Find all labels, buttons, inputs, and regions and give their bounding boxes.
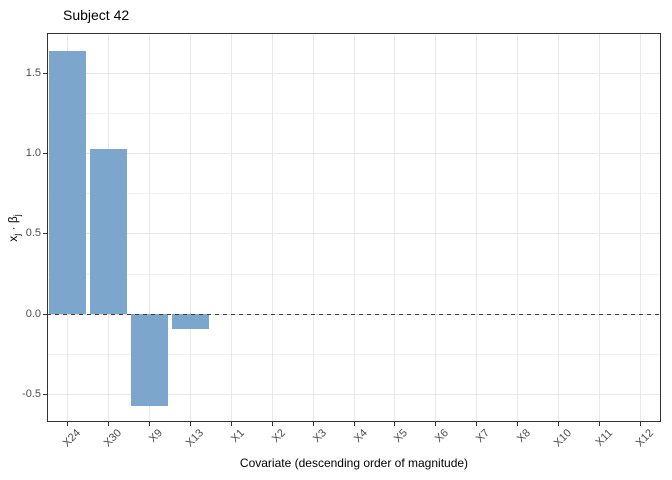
y-tick-label--0.5: -0.5 [22,388,41,401]
y-axis-title-sub2: j [12,213,23,216]
gridline-major [47,394,661,396]
y-tick-label-1.5: 1.5 [25,66,41,79]
y-tick-label-1.0: 1.0 [25,147,41,160]
gridline-category-X7 [476,33,478,422]
gridline-category-X11 [599,33,601,422]
panel-border [47,33,661,422]
x-tick-label-X9: X9 [146,427,165,446]
x-tick-label-X3: X3 [310,427,329,446]
x-tick-label-X4: X4 [351,427,370,446]
x-tick-label-X13: X13 [183,427,206,450]
x-tick-label-X8: X8 [515,427,534,446]
x-tick-mark [558,422,560,426]
gridline-major [47,72,661,74]
gridline-category-X9 [148,33,150,422]
y-tick-mark [43,72,47,74]
x-tick-mark [476,422,478,426]
bar-X30 [90,148,127,315]
gridline-minor [47,193,661,195]
gridline-major [47,233,661,235]
y-axis-title-dot: · [5,222,20,234]
x-tick-label-X5: X5 [392,427,411,446]
gridline-category-X8 [517,33,519,422]
gridline-category-X3 [312,33,314,422]
y-tick-label-0.0: 0.0 [25,307,41,320]
x-tick-mark [640,422,642,426]
x-tick-mark [66,422,68,426]
gridline-category-X4 [353,33,355,422]
x-tick-label-X7: X7 [474,427,493,446]
y-tick-mark [43,153,47,155]
plot-title: Subject 42 [63,7,130,23]
x-tick-label-X11: X11 [593,427,616,449]
zero-dashed-line [47,313,661,315]
x-tick-mark [312,422,314,426]
y-axis-title-var2: β [5,215,20,223]
gridline-category-X2 [271,33,273,422]
x-tick-label-X2: X2 [269,427,288,446]
gridline-category-X13 [189,33,191,422]
x-tick-label-X30: X30 [101,427,124,450]
x-tick-label-X24: X24 [60,427,83,450]
y-axis-title-var1: x [5,235,20,242]
x-tick-mark [517,422,519,426]
gridline-minor [47,273,661,275]
gridline-minor [47,112,661,114]
x-tick-label-X6: X6 [433,427,452,446]
y-tick-mark [43,313,47,315]
x-tick-mark [394,422,396,426]
gridline-category-X6 [435,33,437,422]
y-tick-mark [43,233,47,235]
gridline-category-X24 [66,33,68,422]
gridline-category-X10 [558,33,560,422]
gridline-major [47,313,661,315]
bar-X24 [49,50,86,315]
gridline-category-X5 [394,33,396,422]
x-tick-label-X1: X1 [228,427,247,446]
x-axis-title: Covariate (descending order of magnitude… [239,456,469,470]
x-tick-mark [107,422,109,426]
y-axis-title: xj · βj [6,214,22,242]
y-tick-mark [43,394,47,396]
gridline-minor [47,353,661,355]
x-tick-mark [353,422,355,426]
gridline-category-X12 [640,33,642,422]
x-tick-label-X10: X10 [551,427,575,450]
x-tick-mark [230,422,232,426]
x-tick-mark [271,422,273,426]
gridline-category-X30 [107,33,109,422]
x-tick-mark [189,422,191,426]
x-tick-mark [148,422,150,426]
x-tick-mark [599,422,601,426]
x-tick-label-X12: X12 [633,427,657,450]
bar-X13 [172,314,209,329]
x-tick-mark [435,422,437,426]
gridline-category-X1 [230,33,232,422]
gridline-major [47,153,661,155]
bar-X9 [131,314,168,406]
